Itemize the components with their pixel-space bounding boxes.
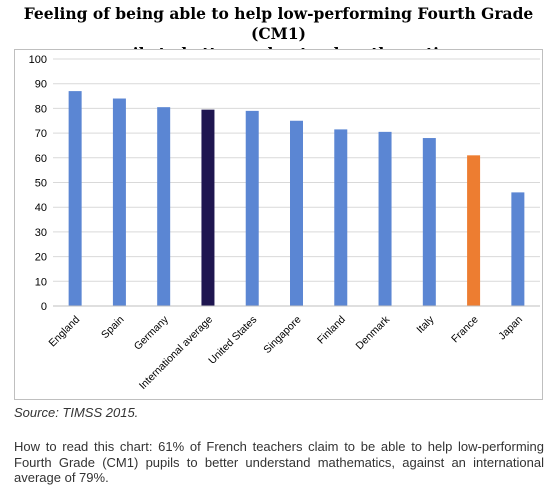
y-tick-label: 20 xyxy=(35,252,47,264)
x-tick-label: Japan xyxy=(496,314,525,343)
x-tick-label: Denmark xyxy=(354,313,393,352)
y-tick-label: 40 xyxy=(35,202,47,214)
reading-note: How to read this chart: 61% of French te… xyxy=(14,439,544,485)
y-tick-label: 50 xyxy=(35,178,47,190)
y-tick-label: 10 xyxy=(35,276,47,288)
bar-international-average xyxy=(201,109,215,306)
chart-title-line-1: Feeling of being able to help low-perfor… xyxy=(23,4,534,43)
chart-frame xyxy=(14,49,543,400)
bar-united-states xyxy=(245,110,259,307)
bars xyxy=(68,91,525,307)
y-tick-label: 30 xyxy=(35,227,47,239)
y-tick-labels: 0 10 20 30 40 50 60 70 80 90 100 xyxy=(29,54,47,313)
y-tick-label: 0 xyxy=(41,301,47,313)
bar-denmark xyxy=(378,131,392,306)
y-tick-label: 60 xyxy=(35,153,47,165)
x-tick-label: Finland xyxy=(315,314,348,347)
y-tick-label: 90 xyxy=(35,79,47,91)
bar-germany xyxy=(157,107,171,306)
x-tick-label: Spain xyxy=(99,314,127,342)
bar-finland xyxy=(334,129,348,306)
x-tick-label: Italy xyxy=(414,313,437,336)
y-tick-label: 70 xyxy=(35,128,47,140)
bar-spain xyxy=(112,98,126,307)
x-tick-label: Singapore xyxy=(261,314,303,356)
x-tick-label: Germany xyxy=(132,313,172,353)
x-tick-label: International average xyxy=(137,314,215,392)
bar-france xyxy=(467,155,481,306)
source-note: Source: TIMSS 2015. xyxy=(14,405,139,420)
x-tick-label: England xyxy=(47,314,83,350)
x-tick-label: France xyxy=(449,314,481,346)
bar-chart: 0 10 20 30 40 50 60 70 80 90 100 England Spain Germa… xyxy=(29,54,540,392)
y-tick-label: 100 xyxy=(29,54,47,66)
bar-england xyxy=(68,91,82,306)
bar-japan xyxy=(511,192,525,306)
bar-singapore xyxy=(290,120,303,306)
y-tick-label: 80 xyxy=(35,103,47,115)
bar-italy xyxy=(422,138,436,306)
